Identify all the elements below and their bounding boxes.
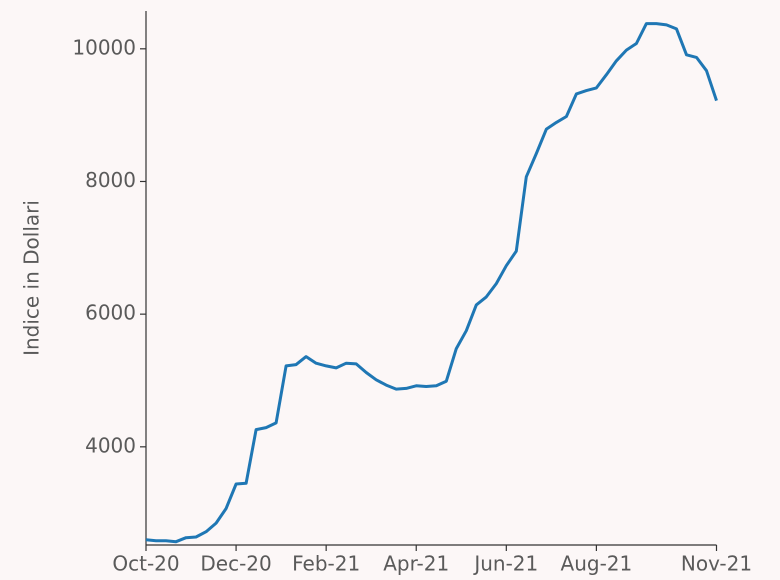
y-tick-label: 8000 xyxy=(85,168,136,192)
y-tick-label: 4000 xyxy=(85,433,136,457)
x-tick-label: Aug-21 xyxy=(561,552,633,576)
x-tick-label: Nov-21 xyxy=(681,552,752,576)
y-tick-label: 10000 xyxy=(72,35,136,59)
x-tick-label: Oct-20 xyxy=(112,552,179,576)
x-tick-label: Apr-21 xyxy=(383,552,449,576)
data-line xyxy=(145,22,718,544)
y-tick-label: 6000 xyxy=(85,301,136,325)
x-tick-label: Dec-20 xyxy=(200,552,271,576)
y-axis-label: Indice in Dollari xyxy=(20,200,44,356)
x-tick-label: Feb-21 xyxy=(292,552,360,576)
x-tick-label: Jun-21 xyxy=(472,552,538,576)
